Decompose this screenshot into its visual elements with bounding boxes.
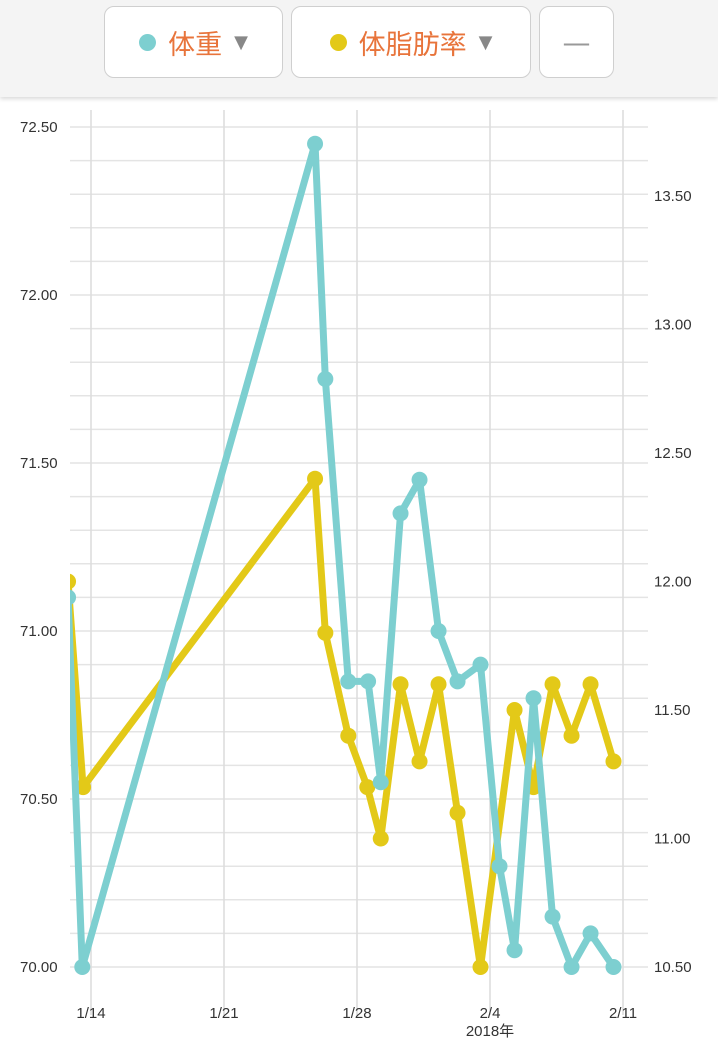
x-tick-label: 2/11 xyxy=(609,1005,637,1022)
y-left-tick-label: 71.00 xyxy=(20,623,58,640)
data-point xyxy=(472,656,489,673)
data-point xyxy=(392,505,409,522)
data-point xyxy=(563,959,580,975)
y-left-tick-label: 70.50 xyxy=(20,791,58,808)
data-point xyxy=(506,702,523,718)
third-series-label: — xyxy=(562,25,591,59)
y-right-tick-label: 12.50 xyxy=(654,445,692,462)
body-fat-series-label: 体脂肪率 xyxy=(358,29,467,61)
data-point xyxy=(582,925,599,942)
data-point xyxy=(563,727,580,744)
data-point xyxy=(430,623,447,639)
x-year-label: 2018年 xyxy=(466,1023,514,1040)
y-right-tick-label: 13.50 xyxy=(654,188,692,205)
data-point xyxy=(411,753,428,770)
y-right-tick-label: 12.00 xyxy=(654,574,692,591)
y-left-tick-label: 70.00 xyxy=(20,959,58,976)
data-point xyxy=(544,908,561,925)
x-tick-label: 2/4 xyxy=(480,1005,501,1022)
data-point xyxy=(605,753,622,770)
data-point xyxy=(411,471,428,488)
data-point xyxy=(491,858,508,875)
caret-down-icon: ▼ xyxy=(478,31,493,53)
series-line xyxy=(70,140,617,971)
third-series-dropdown[interactable]: — xyxy=(539,6,614,78)
y-left-tick-label: 72.50 xyxy=(20,119,58,136)
data-point xyxy=(525,690,542,707)
y-right-tick-label: 11.00 xyxy=(654,831,690,848)
series-line xyxy=(70,475,617,971)
data-point xyxy=(340,673,357,690)
data-point xyxy=(317,371,334,387)
data-point xyxy=(70,573,77,590)
y-right-tick-label: 13.00 xyxy=(654,317,692,334)
data-point xyxy=(449,673,466,690)
y-left-tick-label: 71.50 xyxy=(20,455,58,472)
y-right-tick-label: 10.50 xyxy=(654,959,692,976)
weight-color-dot xyxy=(139,33,157,51)
data-point xyxy=(359,779,376,796)
data-point xyxy=(307,470,324,487)
series-weight xyxy=(70,135,622,975)
data-point xyxy=(372,830,389,847)
body-fat-series-dropdown[interactable]: 体脂肪率 ▼ xyxy=(291,6,531,78)
data-point xyxy=(544,676,561,693)
data-point xyxy=(372,774,389,791)
data-point xyxy=(392,676,409,693)
data-point xyxy=(360,673,377,690)
weight-series-dropdown[interactable]: 体重 ▼ xyxy=(104,6,283,78)
data-point xyxy=(472,959,489,975)
body-fat-color-dot xyxy=(329,33,347,51)
x-tick-label: 1/28 xyxy=(342,1005,371,1022)
data-point xyxy=(75,779,92,796)
data-point xyxy=(317,624,334,641)
data-point xyxy=(307,135,324,152)
data-point xyxy=(449,804,466,821)
data-point xyxy=(605,959,622,975)
data-point xyxy=(506,942,523,959)
data-point xyxy=(430,676,447,693)
data-point xyxy=(582,676,599,693)
data-point xyxy=(74,959,91,975)
data-point xyxy=(70,589,77,606)
caret-down-icon: ▼ xyxy=(234,31,248,53)
weight-series-label: 体重 xyxy=(168,29,223,61)
header-bar: 体重 ▼ 体脂肪率 ▼ — xyxy=(0,0,718,97)
series-body-fat xyxy=(70,470,622,975)
y-right-tick-label: 11.50 xyxy=(654,702,690,719)
data-point xyxy=(340,727,357,744)
x-tick-label: 1/14 xyxy=(76,1005,105,1022)
y-left-tick-label: 72.00 xyxy=(20,287,58,304)
x-tick-label: 1/21 xyxy=(209,1005,238,1022)
